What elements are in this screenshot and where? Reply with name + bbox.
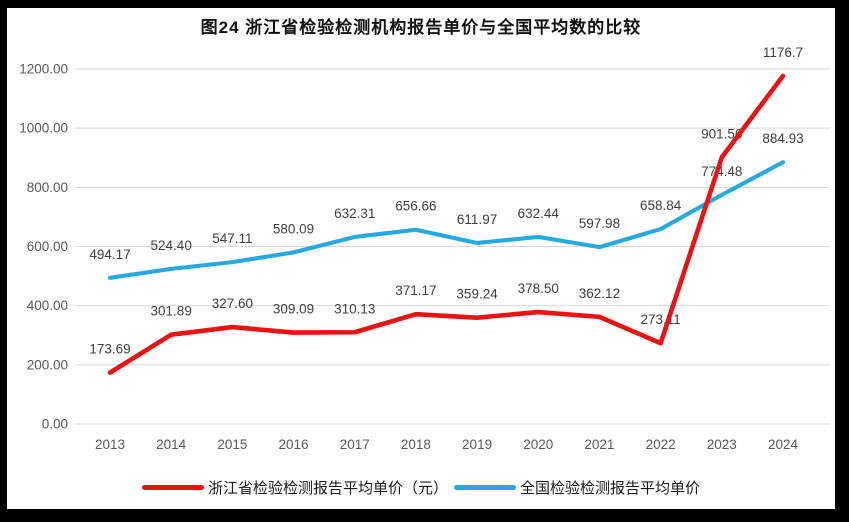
data-label-national: 774.48	[701, 164, 742, 179]
data-label-zhejiang: 362.12	[579, 286, 620, 301]
x-axis-tick-label: 2016	[279, 437, 309, 452]
x-axis-tick-label: 2024	[768, 437, 799, 452]
data-label-zhejiang: 359.24	[456, 287, 498, 302]
y-axis-tick-label: 1200.00	[19, 62, 68, 77]
data-label-zhejiang: 301.89	[151, 304, 192, 319]
y-axis-tick-label: 600.00	[27, 239, 68, 254]
chart-title: 图24 浙江省检验检测机构报告单价与全国平均数的比较	[200, 18, 642, 37]
x-axis-tick-label: 2017	[340, 437, 370, 452]
legend-item-zhejiang: 浙江省检验检测报告平均单价（元）	[141, 477, 448, 498]
x-axis-tick-label: 2015	[217, 437, 247, 452]
series-line-national	[107, 160, 786, 280]
data-label-national: 524.40	[151, 238, 192, 253]
data-label-national: 597.98	[579, 216, 620, 231]
legend-swatch-zhejiang	[141, 485, 204, 490]
legend-label-national: 全国检验检测报告平均单价	[520, 480, 701, 497]
data-label-national: 656.66	[395, 199, 436, 214]
y-axis-tick-label: 400.00	[27, 298, 68, 313]
data-label-zhejiang: 901.56	[701, 126, 742, 141]
y-axis-tick-label: 800.00	[27, 180, 68, 195]
data-label-zhejiang: 173.69	[89, 342, 130, 357]
data-label-zhejiang: 273.11	[640, 312, 680, 327]
data-label-national: 632.31	[334, 206, 375, 221]
data-label-national: 658.84	[640, 198, 682, 213]
y-axis-tick-label: 0.00	[42, 417, 68, 432]
data-label-zhejiang: 309.09	[273, 302, 314, 317]
data-label-zhejiang: 378.50	[518, 281, 559, 296]
data-label-zhejiang: 1176.7	[763, 45, 803, 60]
data-label-zhejiang: 327.60	[212, 296, 253, 311]
line-chart: 0.00 200.00 400.00 600.00 800.00 1000.00 1200.…	[19, 45, 830, 452]
legend-label-zhejiang: 浙江省检验检测报告平均单价（元）	[207, 480, 448, 497]
data-label-national: 580.09	[273, 221, 314, 236]
y-axis-tick-label: 1000.00	[19, 121, 68, 136]
x-axis-tick-label: 2023	[707, 437, 737, 452]
data-label-national: 884.93	[762, 131, 803, 146]
chart-frame: 图24 浙江省检验检测机构报告单价与全国平均数的比较 0.00 200.00 400…	[7, 8, 835, 509]
series-line-zhejiang	[107, 73, 786, 375]
y-axis-tick-label: 200.00	[27, 357, 68, 372]
x-axis-tick-label: 2014	[156, 437, 187, 452]
x-axis-tick-label: 2021	[584, 437, 614, 452]
x-axis-tick-label: 2019	[462, 437, 492, 452]
x-axis-tick-label: 2020	[523, 437, 553, 452]
data-label-zhejiang: 310.13	[334, 301, 375, 316]
x-axis-tick-label: 2022	[646, 437, 676, 452]
legend-swatch-national	[454, 485, 516, 490]
data-label-zhejiang: 371.17	[395, 283, 436, 298]
data-label-national: 494.17	[89, 247, 130, 262]
chart-legend: 浙江省检验检测报告平均单价（元） 全国检验检测报告平均单价	[7, 477, 835, 498]
x-axis-tick-label: 2018	[401, 437, 431, 452]
data-label-national: 632.44	[518, 206, 560, 221]
data-label-national: 611.97	[457, 212, 497, 227]
x-axis-tick-label: 2013	[95, 437, 125, 452]
data-label-national: 547.11	[212, 231, 252, 246]
legend-item-national: 全国检验检测报告平均单价	[454, 477, 700, 498]
